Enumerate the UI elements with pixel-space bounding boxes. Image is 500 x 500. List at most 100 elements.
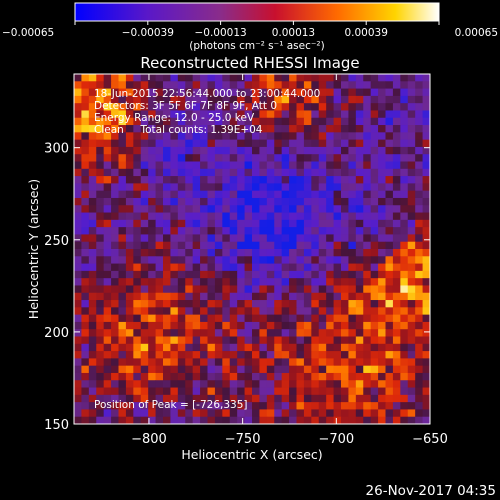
heatmap-cell (400, 321, 409, 330)
heatmap-cell (222, 343, 231, 352)
heatmap-cell (185, 270, 194, 279)
heatmap-cell (81, 292, 90, 301)
heatmap-cell (266, 343, 275, 352)
heatmap-cell (252, 416, 260, 425)
heatmap-cell (259, 278, 268, 286)
heatmap-cell (140, 212, 149, 221)
heatmap-cell (237, 168, 245, 177)
heatmap-cell (407, 110, 416, 119)
heatmap-cell (207, 387, 216, 396)
heatmap-cell (207, 343, 216, 352)
heatmap-cell (415, 263, 423, 272)
heatmap-cell (229, 358, 238, 367)
heatmap-cell (289, 263, 297, 272)
heatmap-cell (214, 256, 223, 264)
heatmap-cell (185, 125, 194, 133)
heatmap-cell (192, 197, 201, 206)
heatmap-cell (378, 212, 386, 221)
heatmap-cell (244, 110, 253, 119)
heatmap-cell (407, 249, 416, 257)
heatmap-cell (118, 402, 127, 410)
heatmap-cell (289, 103, 297, 111)
heatmap-cell (103, 197, 112, 206)
heatmap-cell (274, 176, 283, 184)
heatmap-cell (111, 88, 119, 97)
heatmap-cell (341, 409, 349, 418)
heatmap-cell (125, 307, 134, 316)
heatmap-cell (74, 321, 82, 330)
heatmap-cell (125, 380, 134, 388)
heatmap-cell (289, 270, 297, 279)
heatmap-cell (214, 154, 223, 162)
heatmap-cell (318, 168, 327, 177)
heatmap-cell (363, 161, 372, 170)
heatmap-cell (140, 110, 149, 119)
heatmap-cell (140, 292, 149, 301)
heatmap-cell (289, 197, 297, 206)
heatmap-cell (392, 380, 401, 388)
heatmap-cell (355, 300, 364, 308)
heatmap-cell (214, 278, 223, 286)
heatmap-cell (378, 176, 386, 184)
heatmap-cell (207, 321, 216, 330)
heatmap-cell (88, 387, 97, 396)
heatmap-cell (103, 409, 112, 418)
heatmap-cell (392, 409, 401, 418)
heatmap-cell (88, 212, 97, 221)
heatmap-cell (385, 314, 394, 323)
heatmap-cell (237, 256, 245, 264)
heatmap-cell (311, 329, 320, 337)
heatmap-cell (385, 146, 394, 155)
heatmap-cell (385, 300, 394, 308)
heatmap-cell (103, 351, 112, 359)
heatmap-cell (370, 394, 379, 403)
heatmap-cell (370, 263, 379, 272)
heatmap-cell (318, 336, 327, 345)
heatmap-cell (303, 380, 312, 388)
heatmap-cell (370, 402, 379, 410)
heatmap-cell (341, 256, 349, 264)
heatmap-cell (185, 343, 194, 352)
heatmap-cell (378, 285, 386, 294)
heatmap-cell (274, 351, 283, 359)
heatmap-cell (259, 256, 268, 264)
heatmap-cell (229, 285, 238, 294)
heatmap-cell (407, 329, 416, 337)
heatmap-cell (192, 139, 201, 148)
heatmap-cell (148, 343, 156, 352)
heatmap-cell (103, 81, 112, 89)
heatmap-cell (81, 168, 90, 177)
heatmap-cell (363, 307, 372, 316)
heatmap-cell (392, 343, 401, 352)
heatmap-cell (274, 292, 283, 301)
heatmap-cell (348, 321, 357, 330)
heatmap-cell (266, 336, 275, 345)
heatmap-cell (244, 263, 253, 272)
colorbar-tick-label: −0.00013 (194, 27, 246, 39)
heatmap-cell (111, 387, 119, 396)
heatmap-cell (140, 300, 149, 308)
heatmap-cell (237, 176, 245, 184)
heatmap-cell (281, 103, 290, 111)
heatmap-cell (296, 197, 305, 206)
heatmap-cell (207, 256, 216, 264)
heatmap-cell (155, 146, 164, 155)
heatmap-cell (163, 256, 171, 264)
heatmap-cell (81, 314, 90, 323)
heatmap-cell (274, 161, 283, 170)
heatmap-cell (200, 205, 208, 213)
heatmap-cell (222, 300, 231, 308)
heatmap-cell (400, 205, 409, 213)
heatmap-cell (370, 234, 379, 243)
heatmap-cell (318, 241, 327, 250)
heatmap-cell (415, 351, 423, 359)
heatmap-cell (281, 329, 290, 337)
heatmap-cell (118, 190, 127, 199)
heatmap-cell (103, 168, 112, 177)
heatmap-cell (170, 183, 179, 192)
heatmap-cell (200, 263, 208, 272)
heatmap-cell (370, 372, 379, 381)
heatmap-cell (133, 161, 142, 170)
heatmap-cell (148, 241, 156, 250)
heatmap-cell (348, 81, 357, 89)
